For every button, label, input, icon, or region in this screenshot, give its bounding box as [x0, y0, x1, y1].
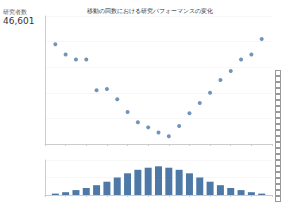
svg-text:移動の回数における研究パフォーマンスの変化: 移動の回数における研究パフォーマンスの変化: [87, 7, 213, 15]
html-text:研究者数: 研究者数: [3, 8, 27, 15]
html-text:46,601: 46,601: [3, 16, 35, 26]
